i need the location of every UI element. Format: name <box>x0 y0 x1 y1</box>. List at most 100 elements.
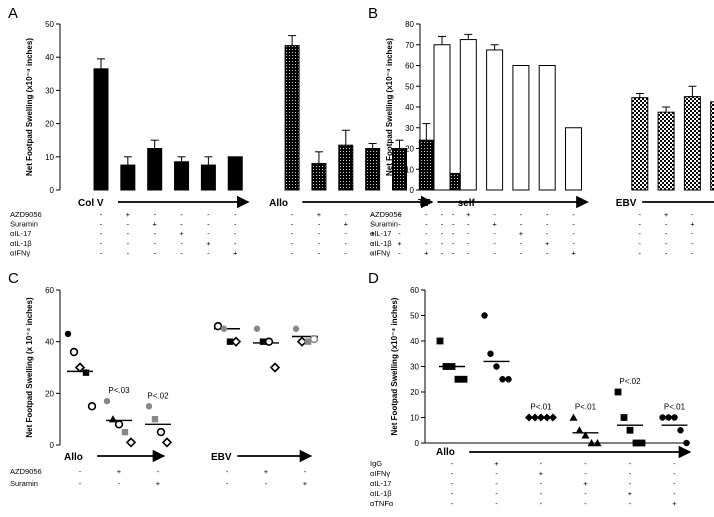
panel-d-ytick-label: 40 <box>410 337 419 346</box>
panel-c-point-dot <box>145 403 153 410</box>
panel-c-table-cell: + <box>264 467 269 476</box>
panel-b-table-cell: + <box>664 210 669 219</box>
panel-a-y-label: Net Footpad Swelling (x10⁻⁴ inches) <box>25 38 34 176</box>
panel-d-table-cell: + <box>583 479 588 488</box>
panel-a-table-cell: - <box>100 229 103 238</box>
panel-a-table-cell: - <box>398 248 401 257</box>
panel-a-bar <box>284 45 300 191</box>
panel-d-table-cell: - <box>584 469 587 478</box>
panel-c-point-dot <box>64 330 72 338</box>
panel-c-table-row-label: AZD9056 <box>10 467 42 476</box>
panel-a-table-cell: - <box>127 220 130 229</box>
panel-a-table-cell: - <box>153 210 156 219</box>
panel-a-group-label: Col V <box>78 198 104 209</box>
panel-d-point-square <box>448 363 456 370</box>
panel-b-table-row-label: Suramin <box>370 220 398 229</box>
panel-c-point-diamond <box>269 362 281 373</box>
panel-d-point-diamond <box>549 413 557 422</box>
panel-b-table-cell: - <box>572 210 575 219</box>
panel-b-ytick-label: 0 <box>410 186 415 195</box>
panel-b-bar <box>459 39 477 191</box>
panel-b-table-cell: - <box>572 229 575 238</box>
panel-d-table-cell: + <box>628 489 633 498</box>
panel-letter-a: A <box>8 5 18 22</box>
panel-d-table-cell: - <box>451 489 454 498</box>
panel-c-table-cell: - <box>304 467 307 476</box>
panel-d-p-value: P<.01 <box>530 403 552 412</box>
panel-d-point-diamond <box>537 413 545 422</box>
panel-b-table-row-label: αIL-17 <box>370 229 391 238</box>
panel-c-point-circle <box>69 347 79 357</box>
panel-b-table-cell: - <box>441 248 444 257</box>
panel-c-point-diamond <box>230 336 242 347</box>
panel-b-table-cell: - <box>546 248 549 257</box>
panel-b-table-row-label: αIFNγ <box>370 248 390 257</box>
panel-a-table-row-label: Suramin <box>10 220 38 229</box>
panel-d-point-triangle <box>575 426 584 434</box>
panel-b-group-label: EBV <box>616 198 637 209</box>
panel-b-table-cell: - <box>665 229 668 238</box>
panel-d-table-cell: - <box>495 479 498 488</box>
panel-b-table-cell: - <box>546 220 549 229</box>
panel-c-point-dot <box>220 325 228 332</box>
panel-a-table-cell: - <box>425 220 428 229</box>
panel-a-bar <box>93 68 109 191</box>
panel-d-table-cell: - <box>451 469 454 478</box>
panel-d-group-label: Allo <box>436 447 455 458</box>
panel-c-point-square <box>121 428 129 436</box>
panel-b-ytick-label: 80 <box>405 20 414 29</box>
panel-d-point-square <box>442 363 450 370</box>
panel-b-table-cell: - <box>639 220 642 229</box>
panel-c-point-square <box>151 415 159 423</box>
panel-d-point-triangle <box>581 431 590 439</box>
panel-a-table-cell: - <box>452 229 455 238</box>
panel-a-table-cell: - <box>207 229 210 238</box>
panel-d-table-cell: - <box>673 479 676 488</box>
panel-a-table-cell: - <box>100 220 103 229</box>
panel-c-p-value: P<.03 <box>108 386 130 395</box>
panel-letter-c: C <box>8 270 19 287</box>
panel-b-table-cell: - <box>493 210 496 219</box>
panel-c-point-dot <box>253 325 261 332</box>
panel-a-table-cell: + <box>179 229 184 238</box>
panel-a-bar <box>418 139 434 191</box>
panel-d-point-square <box>614 388 622 396</box>
panel-b-table-cell: - <box>691 239 694 248</box>
panel-a-table-cell: + <box>126 210 131 219</box>
panel-d-table-cell: - <box>629 459 632 468</box>
panel-a-table-cell: - <box>207 248 210 257</box>
panel-c-table-cell: - <box>226 479 229 488</box>
panel-a-table-cell: - <box>153 239 156 248</box>
panel-b-bar <box>433 44 451 191</box>
panel-d-point-square <box>626 426 634 434</box>
panel-a-table-cell: + <box>424 248 429 257</box>
panel-d-point-square <box>460 375 468 383</box>
panel-a-table-cell: + <box>206 239 211 248</box>
panel-c-point-diamond <box>161 437 173 448</box>
panel-c-point-square <box>82 369 90 376</box>
panel-b-bar <box>683 96 701 191</box>
panel-a-table-cell: - <box>127 239 130 248</box>
panel-a-ytick-label: 50 <box>45 20 54 29</box>
panel-c-ytick-label: 40 <box>45 338 54 347</box>
panel-b-table-cell: - <box>546 210 549 219</box>
panel-d-point-dot <box>505 376 512 383</box>
panel-a-table-cell: - <box>234 220 237 229</box>
panel-a-table-cell: - <box>153 229 156 238</box>
panel-b-table-cell: - <box>691 248 694 257</box>
panel-a-table-cell: - <box>452 248 455 257</box>
panel-d-point-dot <box>493 363 500 370</box>
panel-c-ytick-label: 20 <box>45 389 54 398</box>
panel-a-table-cell: - <box>398 210 401 219</box>
panel-a-table-cell: - <box>371 239 374 248</box>
panel-a-table-row-label: αIFNγ <box>10 248 30 257</box>
panel-b-group-label: TT <box>418 198 430 209</box>
panel-a-table-cell: - <box>180 220 183 229</box>
panel-b-table-cell: + <box>519 229 524 238</box>
panel-a-table-cell: - <box>291 229 294 238</box>
panel-b-bar <box>631 97 649 191</box>
panel-a-group-label: Allo <box>269 198 288 209</box>
panel-a-table-cell: - <box>318 248 321 257</box>
panel-c-ytick-label: 0 <box>50 441 55 450</box>
panel-b-table-cell: - <box>441 220 444 229</box>
